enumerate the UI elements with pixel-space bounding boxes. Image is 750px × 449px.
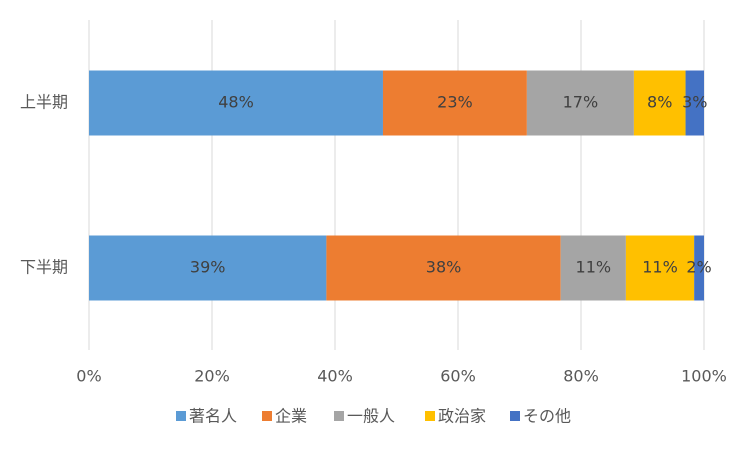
x-tick-label: 60% (440, 367, 476, 386)
data-label: 23% (437, 93, 473, 112)
legend-swatch (334, 411, 344, 421)
bar-segment (326, 235, 561, 301)
bar-segment (526, 70, 634, 136)
data-label: 2% (686, 258, 711, 277)
bar-segment (685, 70, 704, 136)
x-tick-label: 40% (317, 367, 353, 386)
bar-segment (633, 70, 686, 136)
legend-label: 一般人 (347, 407, 395, 426)
y-tick-label: 上半期 (20, 93, 68, 112)
legend-label: 著名人 (189, 407, 237, 426)
x-tick-label: 0% (76, 367, 101, 386)
data-label: 17% (563, 93, 599, 112)
bar-segment (382, 70, 527, 136)
legend-label: 企業 (275, 407, 307, 426)
legend-label: その他 (523, 407, 571, 426)
data-label: 8% (647, 93, 672, 112)
legend-swatch (176, 411, 186, 421)
x-tick-label: 20% (194, 367, 230, 386)
data-label: 48% (218, 93, 254, 112)
legend-swatch (510, 411, 520, 421)
y-tick-label: 下半期 (20, 258, 68, 277)
bar-segment (694, 235, 704, 301)
x-tick-label: 100% (681, 367, 727, 386)
data-label: 3% (682, 93, 707, 112)
data-label: 38% (426, 258, 462, 277)
bar-segment (560, 235, 626, 301)
legend-label: 政治家 (438, 407, 486, 426)
legend-swatch (262, 411, 272, 421)
data-label: 11% (642, 258, 678, 277)
legend-swatch (425, 411, 435, 421)
data-label: 39% (190, 258, 226, 277)
bar-segment (89, 235, 327, 301)
bar-segment (89, 70, 383, 136)
x-tick-label: 80% (563, 367, 599, 386)
data-label: 11% (576, 258, 612, 277)
bar-segment (625, 235, 695, 301)
